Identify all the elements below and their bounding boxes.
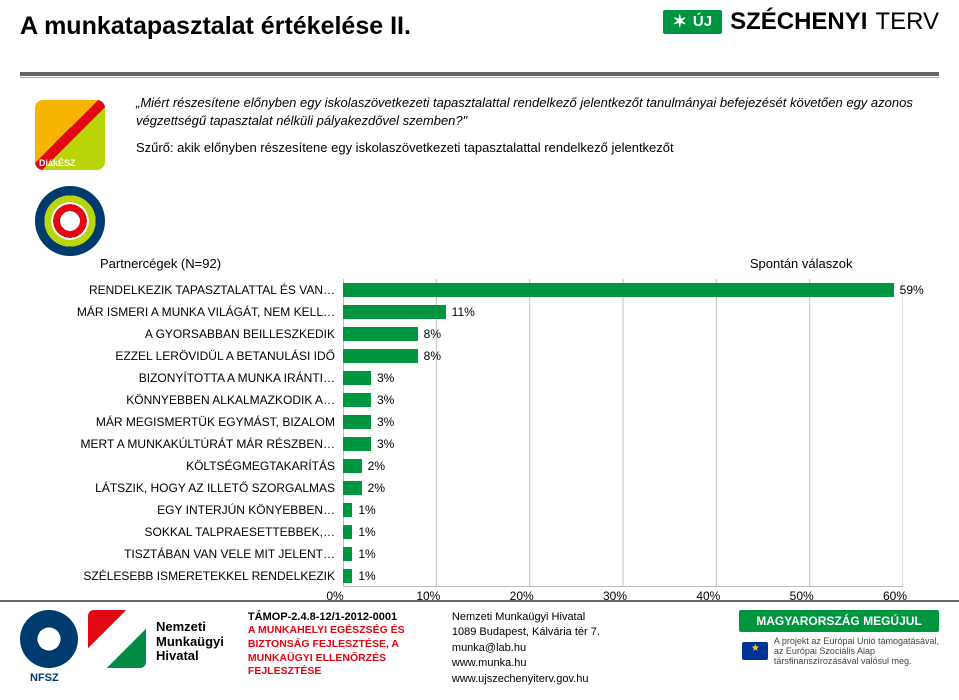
chart-bar-row: 1%	[343, 521, 376, 543]
chart-bar	[343, 503, 352, 517]
chart-plot: 59% 11% 8% 8% 3% 3% 3% 3% 2% 2% 1% 1% 1% 1%	[343, 279, 939, 587]
chart-bar-row: 1%	[343, 543, 376, 565]
chart-value: 8%	[424, 327, 441, 341]
nm-logo-text: Nemzeti Munkaügyi Hivatal	[156, 614, 224, 665]
chart-bar	[343, 393, 371, 407]
chart-value: 59%	[900, 283, 924, 297]
chart-label: EGY INTERJÚN KÖNYEBBEN…	[20, 499, 335, 521]
header-rule	[20, 72, 939, 82]
eu-flag-icon	[742, 642, 768, 660]
chart-bar	[343, 349, 418, 363]
chart-value: 11%	[452, 305, 475, 319]
chart-bar-row: 3%	[343, 411, 394, 433]
meta-right: Spontán válaszok	[663, 256, 939, 271]
brand-badge: ✶ÚJ	[663, 10, 722, 34]
chart-meta: Partnercégek (N=92) Spontán válaszok	[20, 256, 939, 271]
brand-name1: SZÉCHENYI	[730, 8, 867, 36]
chart-bar-row: 3%	[343, 389, 394, 411]
brand-name2: TERV	[875, 8, 939, 36]
chart-bar-row: 59%	[343, 279, 924, 301]
chart-bar	[343, 547, 352, 561]
chart-bar	[343, 415, 371, 429]
tamop-project: A MUNKAHELYI EGÉSZSÉG ÉS BIZTONSÁG FEJLE…	[248, 624, 428, 679]
chart-value: 3%	[377, 437, 394, 451]
org-name: Nemzeti Munkaügyi Hivatal	[452, 610, 600, 625]
nfsz-logo-icon	[20, 610, 78, 668]
chart-bar-row: 2%	[343, 477, 385, 499]
chart-y-labels: RENDELKEZIK TAPASZTALATTAL ÉS VAN…MÁR IS…	[20, 279, 343, 587]
chart-value: 2%	[368, 481, 385, 495]
chart-bar-row: 11%	[343, 301, 475, 323]
chart-value: 3%	[377, 415, 394, 429]
chart-label: SOKKAL TALPRAESETTEBBEK,…	[20, 521, 335, 543]
footer: Nemzeti Munkaügyi Hivatal TÁMOP-2.4.8-12…	[0, 600, 959, 700]
chart-label: KÖLTSÉGMEGTAKARÍTÁS	[20, 455, 335, 477]
footer-logos: Nemzeti Munkaügyi Hivatal	[20, 610, 224, 668]
chart-bar-row: 1%	[343, 565, 376, 587]
chart-value: 3%	[377, 371, 394, 385]
chart-bar	[343, 481, 362, 495]
chart-label: LÁTSZIK, HOGY AZ ILLETŐ SZORGALMAS	[20, 477, 335, 499]
chart-label: MERT A MUNKAKÚLTÚRÁT MÁR RÉSZBEN…	[20, 433, 335, 455]
chart-value: 1%	[358, 525, 375, 539]
chart-bar	[343, 459, 362, 473]
chart-wrap: Partnercégek (N=92) Spontán válaszok REN…	[0, 256, 959, 607]
chart-label: SZÉLESEBB ISMERETEKKEL RENDELKEZIK	[20, 565, 335, 587]
chart-bar	[343, 569, 352, 583]
logo-iskolaszovetkezet	[35, 186, 105, 256]
chart-bar-row: 8%	[343, 345, 441, 367]
chart-label: BIZONYÍTOTTA A MUNKA IRÁNTI…	[20, 367, 335, 389]
chart-bar-row: 1%	[343, 499, 376, 521]
question-quote: „Miért részesítene előnyben egy iskolasz…	[136, 94, 939, 129]
eu-note: A projekt az Európai Unió támogatásával,…	[742, 636, 939, 666]
eu-note-text: A projekt az Európai Unió támogatásával,…	[774, 636, 939, 666]
chart-bar	[343, 327, 418, 341]
header: A munkatapasztalat értékelése II. ✶ÚJ SZ…	[0, 0, 959, 72]
footer-mm: MAGYARORSZÁG MEGÚJUL A projekt az Európa…	[739, 610, 939, 666]
page-title: A munkatapasztalat értékelése II.	[20, 12, 411, 41]
intro-row: „Miért részesítene előnyben egy iskolasz…	[0, 90, 959, 256]
org-address: 1089 Budapest, Kálvária tér 7.	[452, 625, 600, 640]
intro-text: „Miért részesítene előnyben egy iskolasz…	[136, 94, 939, 256]
org-url2: www.ujszechenyiterv.gov.hu	[452, 672, 600, 687]
nm-logo-icon	[88, 610, 146, 668]
chart-label: TISZTÁBAN VAN VELE MIT JELENT…	[20, 543, 335, 565]
chart-value: 1%	[358, 503, 375, 517]
chart-value: 1%	[358, 569, 375, 583]
chart-label: EZZEL LERÖVIDÜL A BETANULÁSI IDŐ	[20, 345, 335, 367]
chart-label: KÖNNYEBBEN ALKALMAZKODIK A…	[20, 389, 335, 411]
filter-note: Szűrő: akik előnyben részesítene egy isk…	[136, 139, 939, 157]
chart-value: 3%	[377, 393, 394, 407]
page: A munkatapasztalat értékelése II. ✶ÚJ SZ…	[0, 0, 959, 700]
chart-bar	[343, 437, 371, 451]
chart-label: MÁR ISMERI A MUNKA VILÁGÁT, NEM KELL…	[20, 301, 335, 323]
chart-value: 1%	[358, 547, 375, 561]
chart-bar	[343, 283, 894, 297]
logo-diakesz	[35, 100, 105, 170]
partner-logos	[20, 94, 120, 256]
chart-bar-row: 3%	[343, 433, 394, 455]
tamop-code: TÁMOP-2.4.8-12/1-2012-0001	[248, 610, 428, 624]
chart-label: RENDELKEZIK TAPASZTALATTAL ÉS VAN…	[20, 279, 335, 301]
chart-bar-row: 3%	[343, 367, 394, 389]
chart-label: MÁR MEGISMERTÜK EGYMÁST, BIZALOM	[20, 411, 335, 433]
chart-value: 8%	[424, 349, 441, 363]
chart-bar-row: 2%	[343, 455, 385, 477]
chart-value: 2%	[368, 459, 385, 473]
org-url1: www.munka.hu	[452, 656, 600, 671]
chart-bar	[343, 525, 352, 539]
org-email: munka@lab.hu	[452, 641, 600, 656]
chart-label: A GYORSABBAN BEILLESZKEDIK	[20, 323, 335, 345]
chart-bar-row: 8%	[343, 323, 441, 345]
bar-chart: RENDELKEZIK TAPASZTALATTAL ÉS VAN…MÁR IS…	[20, 279, 939, 587]
chart-bar	[343, 305, 446, 319]
brand-block: ✶ÚJ SZÉCHENYI TERV	[663, 8, 939, 36]
brand-badge-text: ÚJ	[693, 13, 712, 30]
mm-banner: MAGYARORSZÁG MEGÚJUL	[739, 610, 939, 632]
chart-bar	[343, 371, 371, 385]
footer-address: Nemzeti Munkaügyi Hivatal 1089 Budapest,…	[452, 610, 600, 687]
footer-tamop: TÁMOP-2.4.8-12/1-2012-0001 A MUNKAHELYI …	[248, 610, 428, 679]
meta-left: Partnercégek (N=92)	[20, 256, 663, 271]
